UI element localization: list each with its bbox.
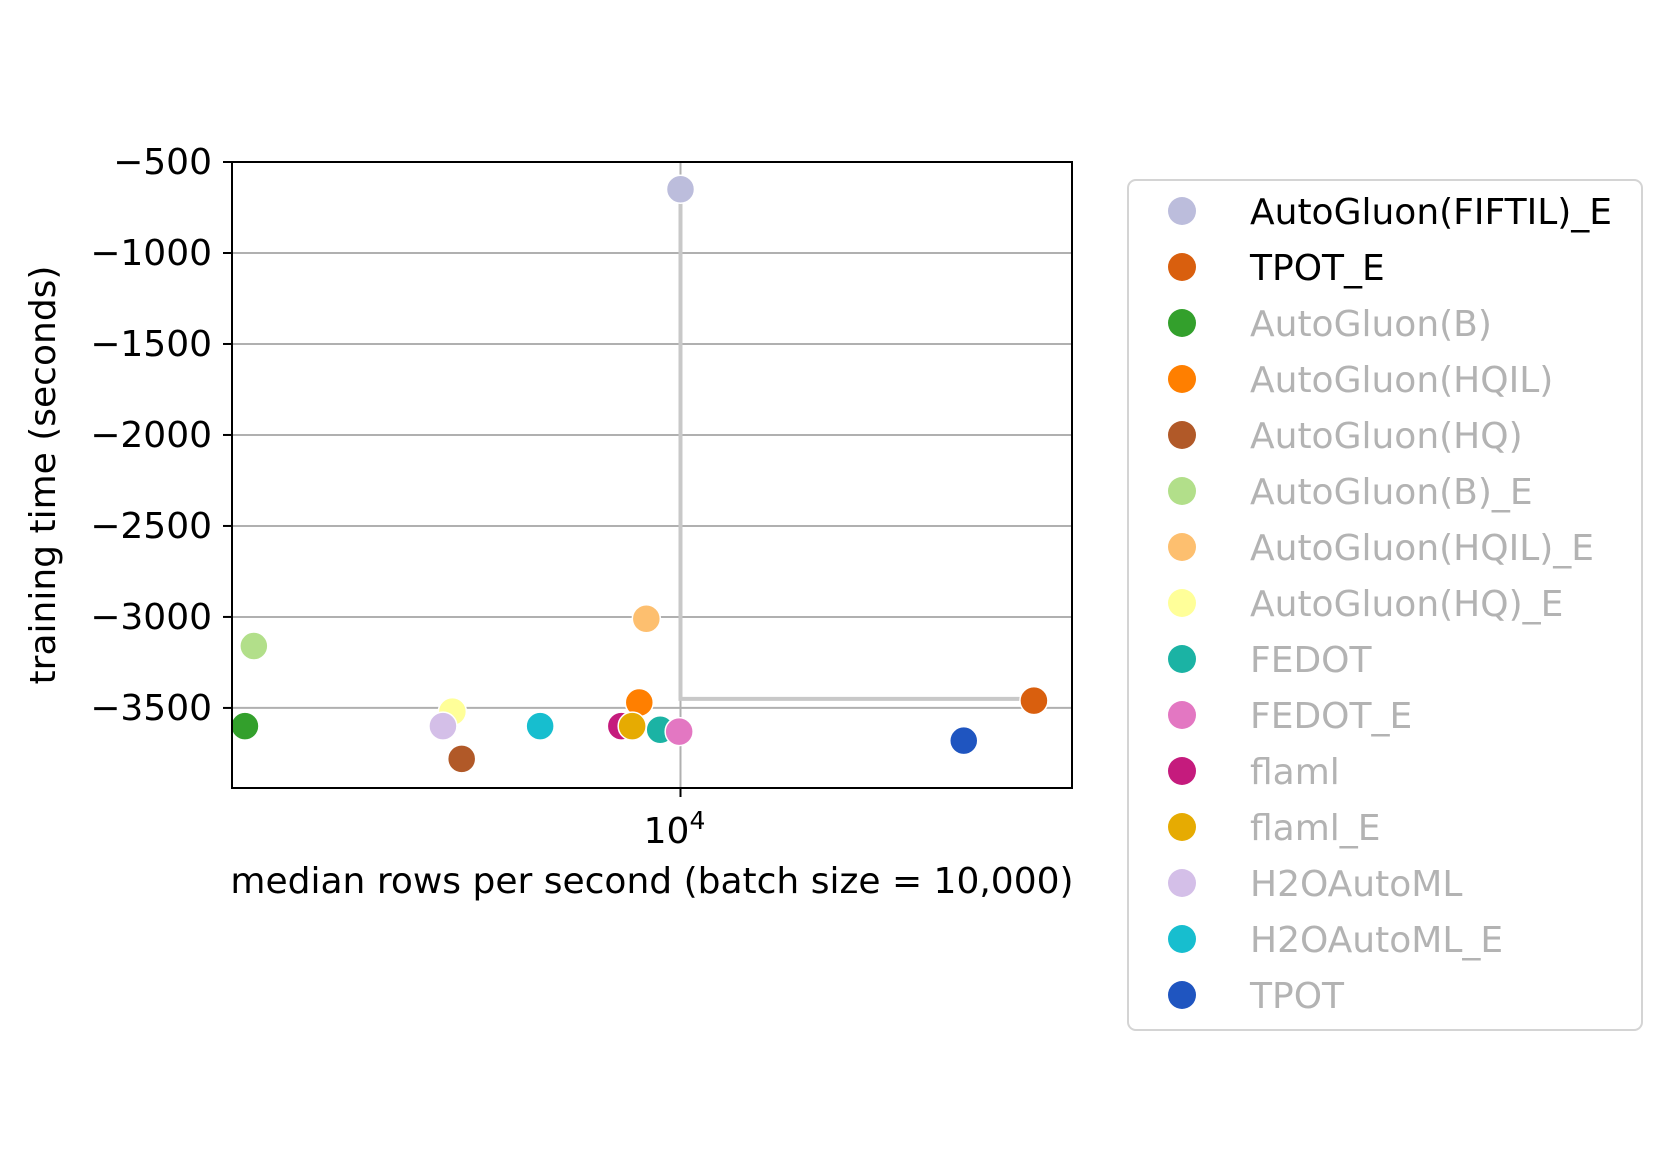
- point-tpot: [949, 725, 979, 756]
- frontier-lines: [678, 189, 1034, 701]
- point-flaml-e: [617, 711, 647, 741]
- legend-label: AutoGluon(B): [1250, 304, 1492, 345]
- legend-label: AutoGluon(HQIL)_E: [1250, 528, 1594, 569]
- legend-label: TPOT: [1249, 976, 1345, 1017]
- legend-label: flaml: [1250, 752, 1340, 793]
- y-tick-label: −3000: [90, 597, 212, 638]
- y-tick-label: −1500: [90, 324, 212, 365]
- point-fedot-e: [664, 716, 694, 747]
- legend-marker: [1168, 925, 1196, 953]
- y-tick-label: −500: [113, 142, 212, 183]
- x-tick-label: 104: [644, 806, 706, 852]
- point-h2oautoml: [428, 711, 458, 741]
- legend-frame: [1127, 179, 1643, 1031]
- legend-marker: [1168, 309, 1196, 337]
- point-autogluon-hqil-e: [631, 604, 662, 634]
- point-autogluon-hq: [446, 744, 477, 774]
- grid-lines: [232, 161, 1072, 788]
- y-tick-label: −2500: [90, 506, 212, 547]
- legend-marker: [1168, 365, 1196, 393]
- legend-label: AutoGluon(HQ)_E: [1250, 584, 1563, 625]
- y-tick-label: −1000: [90, 233, 212, 274]
- legend-label: H2OAutoML: [1250, 864, 1462, 905]
- legend-label: flaml_E: [1250, 808, 1381, 849]
- y-axis-ticks: −500 −1000 −1500 −2000 −2500 −3000 −3500: [90, 142, 232, 729]
- y-tick-label: −2000: [90, 415, 212, 456]
- legend-marker: [1168, 813, 1196, 841]
- legend-label: AutoGluon(B)_E: [1250, 472, 1533, 513]
- pareto-frontier-line: [678, 189, 1034, 701]
- legend-marker: [1168, 589, 1196, 617]
- legend-label: H2OAutoML_E: [1250, 920, 1503, 961]
- legend-label: AutoGluon(FIFTIL)_E: [1250, 192, 1612, 233]
- point-autogluon-b: [230, 711, 260, 741]
- legend-label: AutoGluon(HQ): [1250, 416, 1523, 457]
- data-points: [230, 174, 1049, 774]
- legend-marker: [1168, 533, 1196, 561]
- point-tpot-e: [1019, 685, 1049, 716]
- legend-label: FEDOT_E: [1250, 696, 1412, 737]
- legend: AutoGluon(FIFTIL)_E TPOT_E AutoGluon(B) Aut…: [1127, 179, 1643, 1031]
- x-axis-ticks: 104: [644, 788, 706, 852]
- legend-marker: [1168, 477, 1196, 505]
- plot-frame: [231, 161, 1073, 789]
- y-axis-label: training time (seconds): [23, 266, 64, 685]
- legend-marker: [1168, 869, 1196, 897]
- x-axis-label: median rows per second (batch size = 10,…: [230, 861, 1073, 902]
- legend-marker: [1168, 197, 1196, 225]
- legend-marker: [1168, 253, 1196, 281]
- legend-marker: [1168, 981, 1196, 1009]
- legend-label: FEDOT: [1250, 640, 1373, 681]
- legend-marker: [1168, 701, 1196, 729]
- legend-label: TPOT_E: [1249, 248, 1385, 289]
- legend-label: AutoGluon(HQIL): [1250, 360, 1553, 401]
- point-autogluon-b-e: [239, 631, 269, 661]
- legend-marker: [1168, 645, 1196, 673]
- y-tick-label: −3500: [90, 688, 212, 729]
- point-autogluon-fiftil-e: [665, 174, 696, 205]
- legend-marker: [1168, 757, 1196, 785]
- legend-marker: [1168, 421, 1196, 449]
- point-h2oautoml-e: [525, 711, 555, 741]
